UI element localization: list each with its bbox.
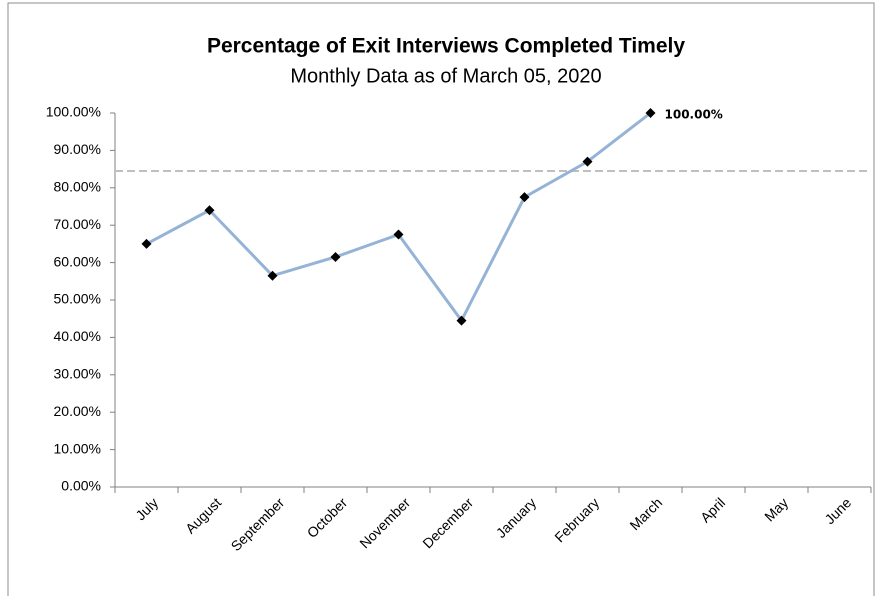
x-tick-label: May: [761, 494, 791, 524]
data-label: 100.00%: [665, 108, 723, 122]
y-tick-label: 0.00%: [61, 478, 101, 494]
marker: [204, 205, 215, 216]
x-tick-label: July: [132, 494, 161, 523]
chart-title: Percentage of Exit Interviews Completed …: [207, 35, 685, 58]
series-line: [145, 111, 652, 323]
x-tick-label: October: [304, 494, 351, 541]
x-tick-label: January: [493, 494, 540, 541]
marker: [393, 229, 404, 240]
y-tick-label: 60.00%: [54, 253, 101, 269]
x-tick-label: June: [821, 494, 854, 527]
marker: [645, 108, 656, 118]
marker: [141, 238, 152, 249]
marker: [330, 251, 341, 262]
y-tick-label: 90.00%: [54, 141, 101, 157]
y-tick-label: 50.00%: [54, 291, 101, 307]
marker: [267, 270, 278, 281]
marker: [582, 156, 593, 167]
y-tick-label: 20.00%: [54, 403, 101, 419]
marker: [519, 192, 530, 203]
x-tick-label: March: [626, 494, 665, 533]
chart-border: [7, 2, 875, 596]
chart-subtitle: Monthly Data as of March 05, 2020: [290, 65, 601, 87]
y-tick-label: 10.00%: [54, 440, 101, 456]
y-tick-label: 40.00%: [54, 328, 101, 344]
x-tick-label: December: [419, 494, 476, 551]
y-tick-label: 100.00%: [46, 104, 101, 120]
x-tick-label: August: [182, 494, 224, 536]
y-tick-label: 30.00%: [54, 366, 101, 382]
x-tick-label: September: [228, 494, 288, 554]
x-tick-label: April: [697, 494, 728, 525]
y-tick-label: 80.00%: [54, 179, 101, 195]
x-tick-label: November: [356, 494, 413, 551]
y-tick-label: 70.00%: [54, 216, 101, 232]
marker: [456, 315, 467, 326]
x-tick-label: February: [551, 494, 602, 545]
